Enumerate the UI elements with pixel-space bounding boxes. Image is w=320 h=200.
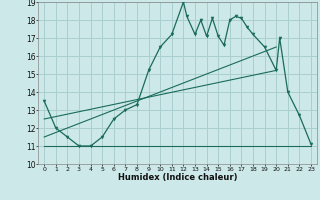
- X-axis label: Humidex (Indice chaleur): Humidex (Indice chaleur): [118, 173, 237, 182]
